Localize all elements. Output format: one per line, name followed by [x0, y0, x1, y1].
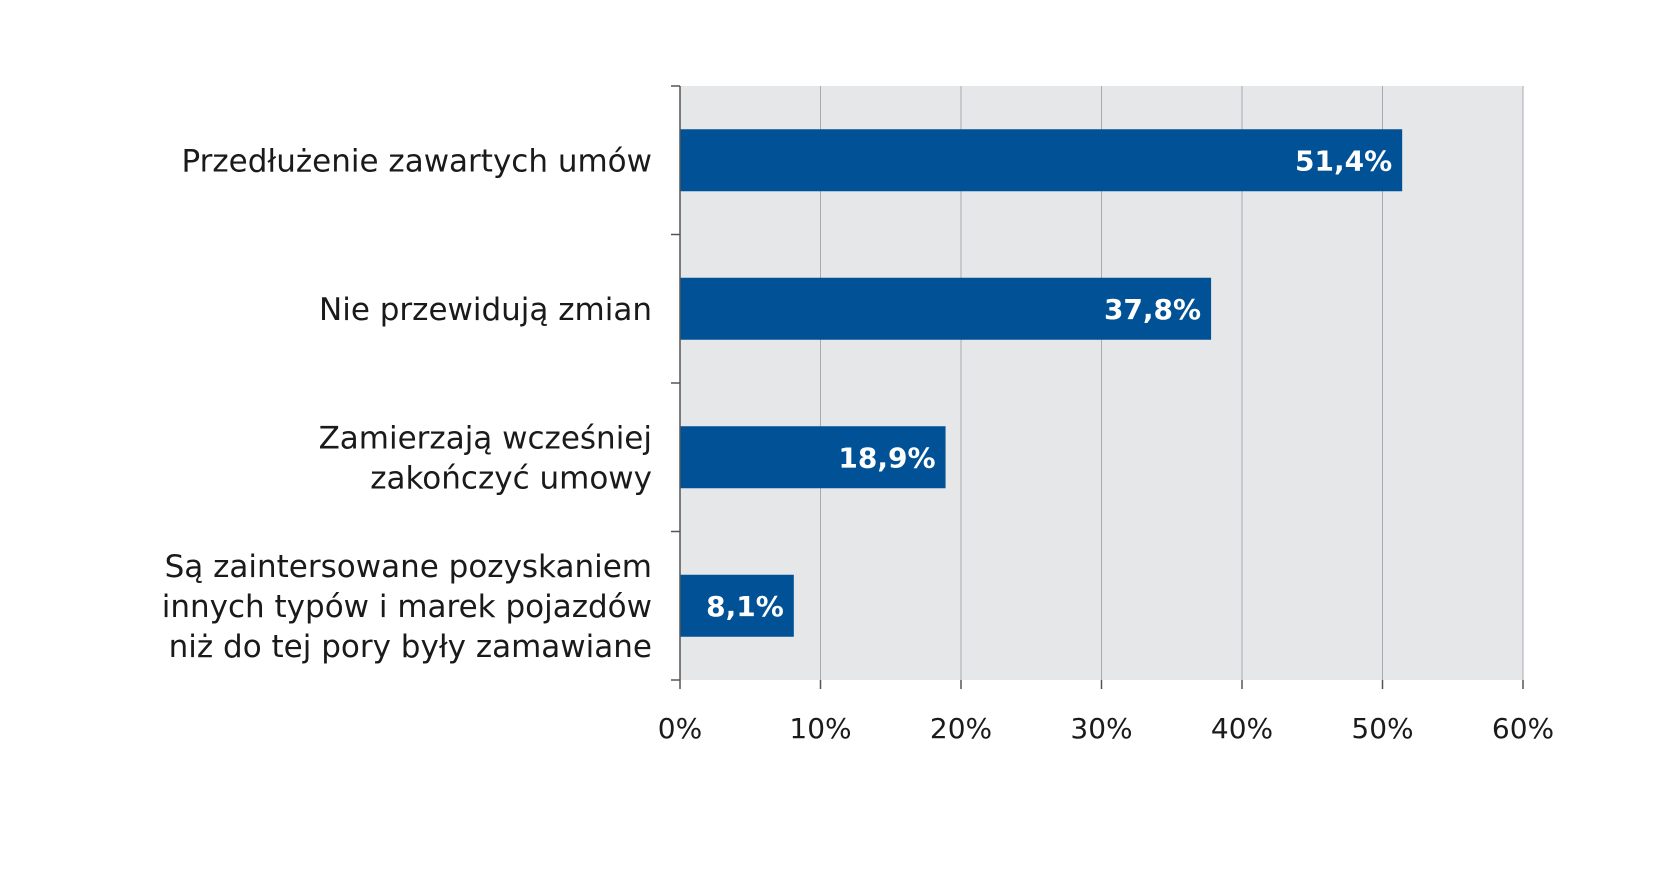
bars: 51,4% 37,8% 18,9% 8,1%: [680, 129, 1403, 637]
bar-value-label: 8,1%: [706, 590, 784, 623]
x-tick-label: 0%: [658, 712, 702, 745]
bar: [680, 277, 1212, 340]
category-label: innych typów i marek pojazdów: [162, 589, 652, 625]
bar-value-label: 37,8%: [1104, 293, 1201, 326]
category-label: Przedłużenie zawartych umów: [182, 143, 652, 179]
bar: [680, 129, 1403, 192]
x-tick-label: 30%: [1070, 712, 1132, 745]
category-labels: Przedłużenie zawartych umów Nie przewiduj…: [162, 143, 652, 665]
x-tick-label: 20%: [930, 712, 992, 745]
category-label: zakończyć umowy: [370, 460, 652, 496]
bar-value-label: 18,9%: [838, 441, 935, 474]
category-label: Nie przewidują zmian: [319, 292, 652, 328]
category-label: Są zaintersowane pozyskaniem: [165, 549, 652, 585]
bar: [680, 426, 946, 489]
x-tick-label: 10%: [789, 712, 851, 745]
category-label: Zamierzają wcześniej: [319, 420, 652, 456]
bar: [680, 574, 794, 637]
x-tick-label: 40%: [1211, 712, 1273, 745]
x-tick-labels: 0% 10% 20% 30% 40% 50% 60%: [658, 712, 1554, 745]
axes: [671, 85, 1524, 689]
x-tick-label: 60%: [1492, 712, 1554, 745]
x-tick-label: 50%: [1351, 712, 1413, 745]
category-label: niż do tej pory były zamawiane: [169, 629, 652, 665]
bar-value-label: 51,4%: [1295, 144, 1392, 177]
